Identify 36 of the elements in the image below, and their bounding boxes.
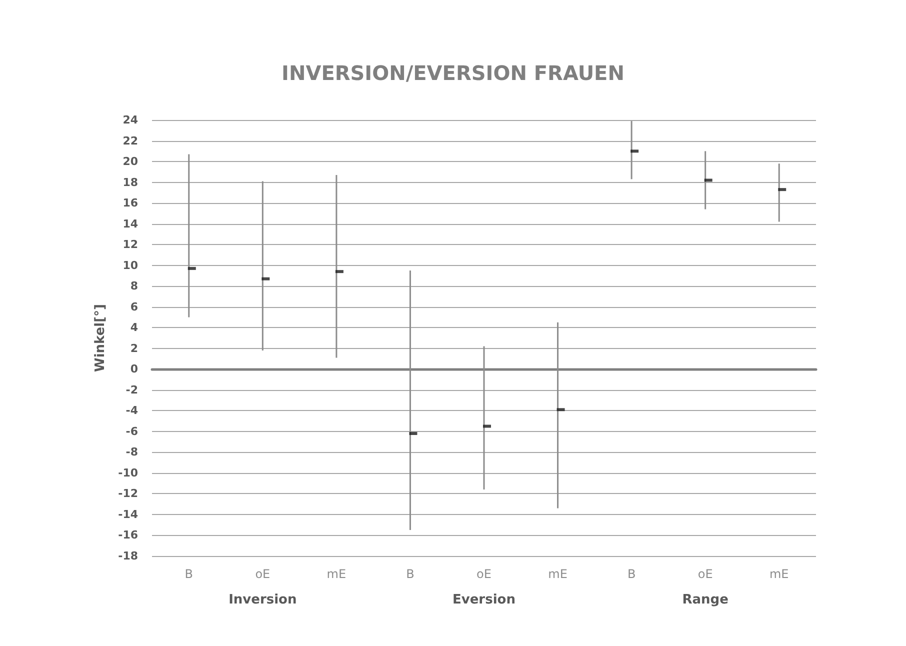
x-tick-label: B: [406, 567, 414, 581]
y-tick-label: -14: [118, 508, 138, 521]
x-tick-label: mE: [326, 567, 346, 581]
y-tick-label: 22: [122, 134, 138, 148]
chart-title: INVERSION/EVERSION FRAUEN: [282, 61, 624, 85]
x-tick-label: oE: [476, 567, 492, 581]
y-tick-label: 10: [122, 258, 138, 272]
y-tick-label: 24: [122, 114, 138, 126]
y-tick-label: -6: [126, 424, 138, 438]
x-tick-label: B: [627, 567, 636, 581]
x-tick-label: oE: [698, 567, 713, 581]
y-tick-label: 16: [122, 196, 138, 210]
y-tick-label: -4: [126, 404, 138, 418]
y-axis-title: Winkel[°]: [93, 304, 108, 372]
x-tick-label: oE: [255, 567, 270, 581]
text: Eversion: [452, 592, 516, 608]
y-tick-label: 12: [122, 238, 138, 252]
y-tick-label: -2: [126, 383, 138, 396]
y-tick-label: -18: [118, 550, 138, 562]
text: Range: [682, 592, 729, 608]
y-tick-label: 4: [130, 321, 138, 334]
y-tick-label: -16: [118, 528, 138, 542]
y-tick-label: 6: [130, 300, 138, 314]
y-tick-label: 18: [122, 176, 138, 189]
y-tick-label: -12: [118, 487, 138, 500]
y-tick-label: 2: [130, 342, 138, 355]
y-tick-label: -8: [126, 446, 138, 459]
x-tick-label: mE: [769, 567, 789, 581]
y-tick-label: -10: [118, 466, 138, 480]
y-tick-label: 8: [130, 280, 138, 293]
text: Inversion: [228, 592, 297, 608]
y-tick-label: 0: [130, 362, 138, 376]
y-tick-label: 14: [122, 217, 138, 230]
x-tick-label: mE: [548, 567, 568, 581]
x-tick-label: B: [184, 567, 194, 581]
y-tick-label: 20: [122, 155, 138, 168]
